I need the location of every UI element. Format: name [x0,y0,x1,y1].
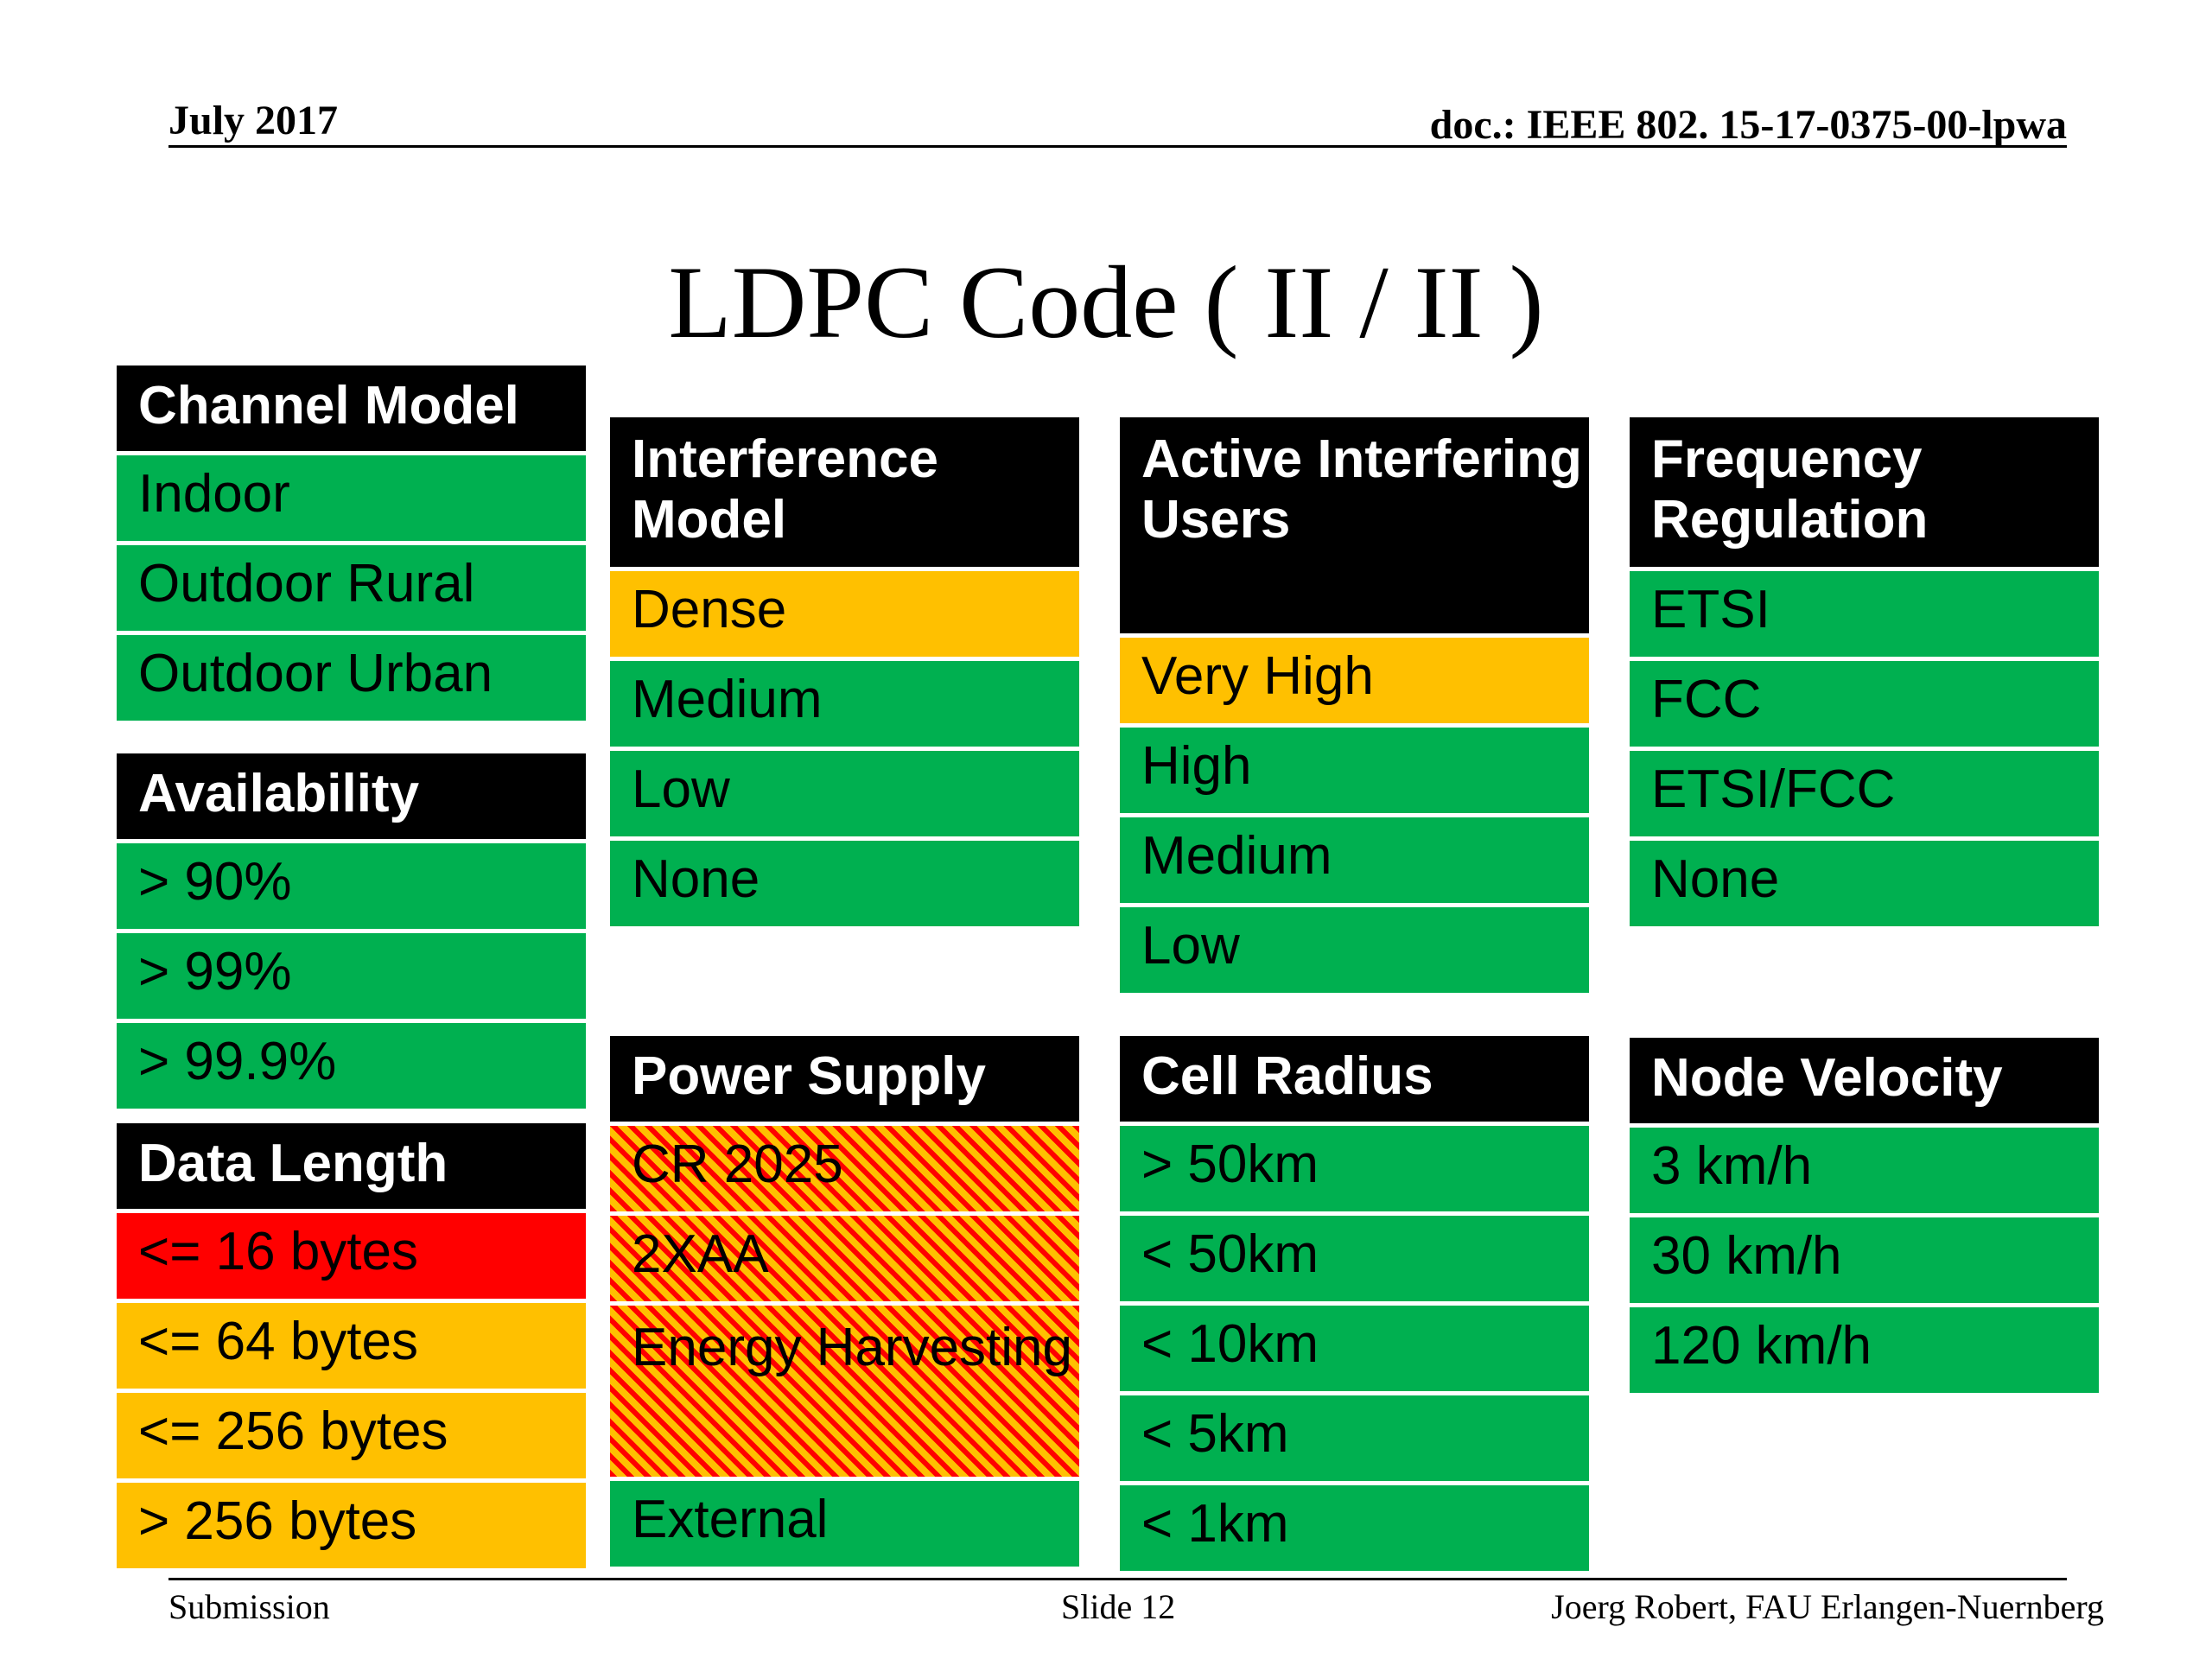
data-length-16: <= 16 bytes [117,1213,586,1299]
cell-radius-header: Cell Radius [1120,1036,1589,1122]
availability-90: > 90% [117,843,586,929]
cell-radius-under-10km: < 10km [1120,1306,1589,1391]
power-supply-header: Power Supply [610,1036,1079,1122]
availability-99: > 99% [117,933,586,1019]
active-users-very-high: Very High [1120,638,1589,723]
interference-medium: Medium [610,661,1079,747]
cell-radius-under-1km: < 1km [1120,1485,1589,1571]
node-velocity-30kmh: 30 km/h [1630,1217,2099,1303]
cell-radius-under-5km: < 5km [1120,1395,1589,1481]
interference-dense: Dense [610,571,1079,657]
cell-radius-table: Cell Radius > 50km < 50km < 10km < 5km <… [1120,1036,1589,1575]
power-supply-energy-harvesting-label: Energy Harvesting [632,1318,1073,1377]
power-supply-external: External [610,1481,1079,1567]
active-users-low: Low [1120,907,1589,993]
active-interfering-users-header: Active Interfering Users [1120,417,1589,633]
frequency-regulation-header: Frequency Regulation [1630,417,2099,567]
power-supply-2xaa-label: 2XAA [632,1224,769,1284]
channel-model-table: Channel Model Indoor Outdoor Rural Outdo… [117,365,586,725]
header-doc-id: doc.: IEEE 802. 15-17-0375-00-lpwa [1429,102,2067,148]
data-length-64: <= 64 bytes [117,1303,586,1389]
node-velocity-header: Node Velocity [1630,1038,2099,1123]
node-velocity-120kmh: 120 km/h [1630,1307,2099,1393]
power-supply-energy-harvesting: Energy Harvesting [610,1306,1079,1477]
power-supply-2xaa: 2XAA [610,1216,1079,1301]
frequency-none: None [1630,841,2099,926]
data-length-table: Data Length <= 16 bytes <= 64 bytes <= 2… [117,1123,586,1573]
channel-model-outdoor-urban: Outdoor Urban [117,635,586,721]
data-length-256: <= 256 bytes [117,1393,586,1478]
frequency-etsi-fcc: ETSI/FCC [1630,751,2099,836]
footer-submission: Submission [168,1587,330,1626]
channel-model-indoor: Indoor [117,455,586,541]
channel-model-header: Channel Model [117,365,586,451]
footer-rule [168,1578,2067,1580]
availability-99-9: > 99.9% [117,1023,586,1109]
power-supply-cr2025-label: CR 2025 [632,1135,843,1194]
active-interfering-users-table: Active Interfering Users Very High High … [1120,417,1589,997]
slide-title: LDPC Code ( II / II ) [668,245,1544,359]
header-rule [168,145,2067,148]
cell-radius-over-50km: > 50km [1120,1126,1589,1211]
interference-model-header: Interference Model [610,417,1079,567]
data-length-over-256: > 256 bytes [117,1483,586,1568]
interference-model-table: Interference Model Dense Medium Low None [610,417,1079,931]
active-users-medium: Medium [1120,817,1589,903]
node-velocity-3kmh: 3 km/h [1630,1128,2099,1213]
header-date: July 2017 [168,98,339,143]
availability-table: Availability > 90% > 99% > 99.9% [117,753,586,1113]
frequency-fcc: FCC [1630,661,2099,747]
power-supply-cr2025: CR 2025 [610,1126,1079,1211]
node-velocity-table: Node Velocity 3 km/h 30 km/h 120 km/h [1630,1038,2099,1397]
data-length-header: Data Length [117,1123,586,1209]
interference-none: None [610,841,1079,926]
active-users-high: High [1120,728,1589,813]
footer-slide-number: Slide 12 [1061,1587,1176,1626]
interference-low: Low [610,751,1079,836]
channel-model-outdoor-rural: Outdoor Rural [117,545,586,631]
frequency-etsi: ETSI [1630,571,2099,657]
power-supply-table: Power Supply CR 2025 2XAA Energy Harvest… [610,1036,1079,1571]
availability-header: Availability [117,753,586,839]
frequency-regulation-table: Frequency Regulation ETSI FCC ETSI/FCC N… [1630,417,2099,931]
footer-author: Joerg Robert, FAU Erlangen-Nuernberg [1551,1587,2104,1626]
cell-radius-under-50km: < 50km [1120,1216,1589,1301]
